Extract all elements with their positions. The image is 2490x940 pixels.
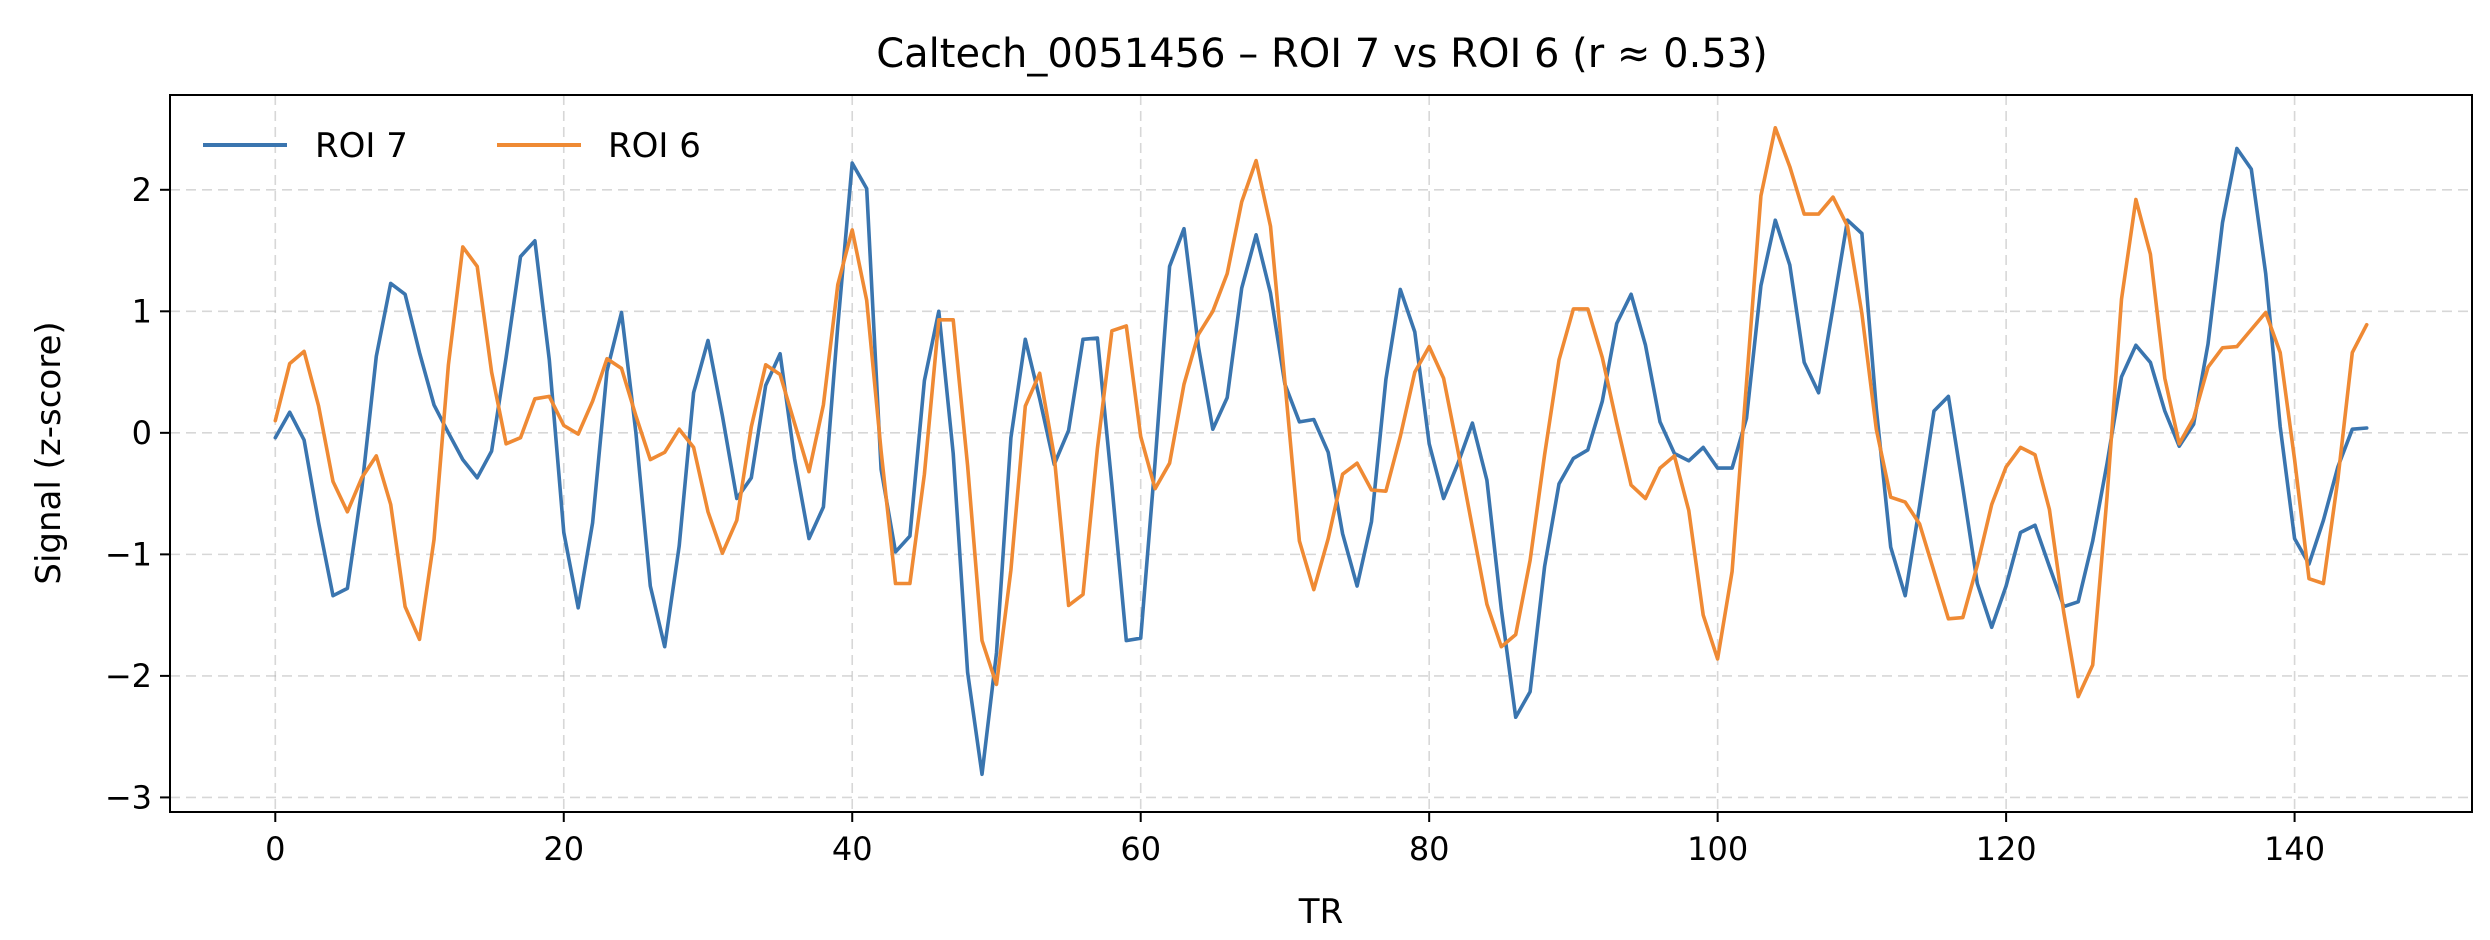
y-tick-label: 1: [132, 292, 152, 330]
legend-label-roi6: ROI 6: [608, 126, 701, 166]
y-axis-label: Signal (z-score): [29, 321, 69, 584]
legend: ROI 7 ROI 6: [203, 126, 701, 166]
series-line-roi-7: [273, 146, 2369, 777]
x-tick-label: 20: [543, 830, 584, 868]
y-tick-label: 2: [132, 171, 152, 209]
x-tick-label: 40: [832, 830, 873, 868]
y-tick-label: 0: [132, 414, 152, 452]
x-axis-label: TR: [1298, 892, 1343, 932]
x-tick-label: 80: [1409, 830, 1450, 868]
chart-title: Caltech_0051456 – ROI 7 vs ROI 6 (r ≈ 0.…: [876, 31, 1768, 77]
y-tick-label: −2: [105, 657, 152, 695]
series-lines: [273, 126, 2369, 777]
x-tick-label: 0: [265, 830, 285, 868]
x-tick-label: 120: [1976, 830, 2037, 868]
x-tick-label: 60: [1120, 830, 1161, 868]
y-tick-label: −3: [105, 778, 152, 816]
x-tick-label: 100: [1687, 830, 1748, 868]
plot-frame: [169, 94, 2473, 813]
axis-ticks: 0 20 40 60 80 100 120 140 −3 −2 −1 0 1 2: [105, 171, 2325, 868]
series-line-roi-6: [273, 126, 2369, 699]
legend-label-roi7: ROI 7: [315, 126, 408, 166]
grid: [170, 95, 2472, 812]
x-tick-label: 140: [2264, 830, 2325, 868]
y-tick-label: −1: [105, 535, 152, 573]
